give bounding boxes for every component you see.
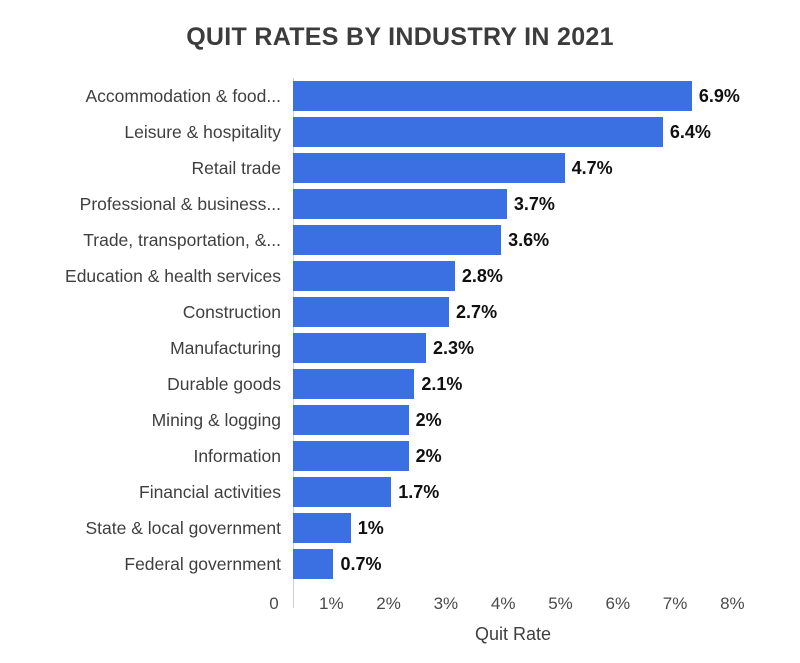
category-label: Financial activities [139, 481, 281, 502]
bar [293, 261, 455, 291]
value-label: 2.8% [461, 265, 503, 286]
bar [293, 405, 409, 435]
bar-row: Manufacturing 2.3% [0, 330, 800, 366]
bar [293, 513, 351, 543]
value-label: 2% [415, 409, 442, 430]
value-label: 1.7% [398, 481, 440, 502]
bar-row: Trade, transportation, &... 3.6% [0, 222, 800, 258]
category-label: Leisure & hospitality [124, 121, 281, 142]
bar-zone: 3.6% [293, 225, 800, 255]
bar-row: State & local government 1% [0, 510, 800, 546]
value-label: 3.6% [508, 229, 550, 250]
bar [293, 117, 663, 147]
bar [293, 441, 409, 471]
bar [293, 549, 334, 579]
bar-zone: 1% [293, 513, 800, 543]
value-label: 2.7% [456, 301, 498, 322]
bar [293, 153, 565, 183]
category-label: Federal government [124, 553, 281, 574]
category-label: Accommodation & food... [85, 85, 281, 106]
bar-row: Mining & logging 2% [0, 402, 800, 438]
bar [293, 369, 415, 399]
bar [293, 333, 426, 363]
category-label: Trade, transportation, &... [83, 229, 281, 250]
bar-row: Accommodation & food... 6.9% [0, 78, 800, 114]
bar-zone: 6.9% [293, 81, 800, 111]
value-label: 2.3% [432, 337, 474, 358]
bar-row: Construction 2.7% [0, 294, 800, 330]
x-tick-label: 5% [548, 594, 573, 613]
value-label: 2.1% [421, 373, 463, 394]
bar-zone: 3.7% [293, 189, 800, 219]
chart-title: QUIT RATES BY INDUSTRY IN 2021 [186, 23, 614, 51]
plot-area: Accommodation & food... 6.9% Leisure & hos… [0, 78, 800, 582]
x-tick-label: 7% [662, 594, 688, 613]
value-label: 6.9% [698, 85, 740, 106]
bar-zone: 2.1% [293, 369, 800, 399]
category-label: Information [193, 445, 281, 466]
bar-zone: 2.3% [293, 333, 800, 363]
category-label: State & local government [85, 517, 281, 538]
bar [293, 189, 507, 219]
bar-zone: 6.4% [293, 117, 800, 147]
category-label: Mining & logging [151, 409, 281, 430]
bar-row: Professional & business... 3.7% [0, 186, 800, 222]
x-tick-label: 6% [605, 594, 631, 613]
x-tick-label: 1% [319, 594, 344, 613]
category-label: Construction [182, 301, 281, 322]
value-label: 3.7% [513, 193, 555, 214]
x-tick-label: 4% [490, 594, 516, 613]
bar-chart: Accommodation & food... 6.9% Leisure & hos… [0, 78, 800, 646]
value-label: 2% [415, 445, 442, 466]
value-label: 0.7% [340, 553, 382, 574]
bar-zone: 1.7% [293, 477, 800, 507]
bar-row: Retail trade 4.7% [0, 150, 800, 186]
value-label: 1% [357, 517, 384, 538]
bar-row: Information 2% [0, 438, 800, 474]
x-tick-label: 3% [433, 594, 459, 613]
bar [293, 297, 450, 327]
x-axis: 0 1% 2% 3% 4% 5% 6% 7% 8% [0, 592, 800, 616]
value-label: 6.4% [669, 121, 711, 142]
x-tick-label: 0 [269, 594, 279, 613]
bar-zone: 0.7% [293, 549, 800, 579]
category-label: Durable goods [167, 373, 281, 394]
bar-row: Federal government 0.7% [0, 546, 800, 582]
value-label: 4.7% [571, 157, 613, 178]
bar-zone: 2% [293, 441, 800, 471]
category-label: Retail trade [191, 157, 282, 178]
bar-row: Leisure & hospitality 6.4% [0, 114, 800, 150]
bar-row: Durable goods 2.1% [0, 366, 800, 402]
bar-zone: 2% [293, 405, 800, 435]
x-tick-label: 2% [376, 594, 401, 613]
bar-zone: 2.7% [293, 297, 800, 327]
category-label: Professional & business... [79, 193, 281, 214]
bar-row: Financial activities 1.7% [0, 474, 800, 510]
bar [293, 225, 502, 255]
category-label: Education & health services [65, 265, 281, 286]
x-tick-label: 8% [720, 594, 745, 613]
bar-zone: 4.7% [293, 153, 800, 183]
bar-row: Education & health services 2.8% [0, 258, 800, 294]
bar [293, 477, 392, 507]
bar-zone: 2.8% [293, 261, 800, 291]
category-label: Manufacturing [170, 337, 281, 358]
bar [293, 81, 692, 111]
x-axis-label: Quit Rate [474, 624, 552, 644]
